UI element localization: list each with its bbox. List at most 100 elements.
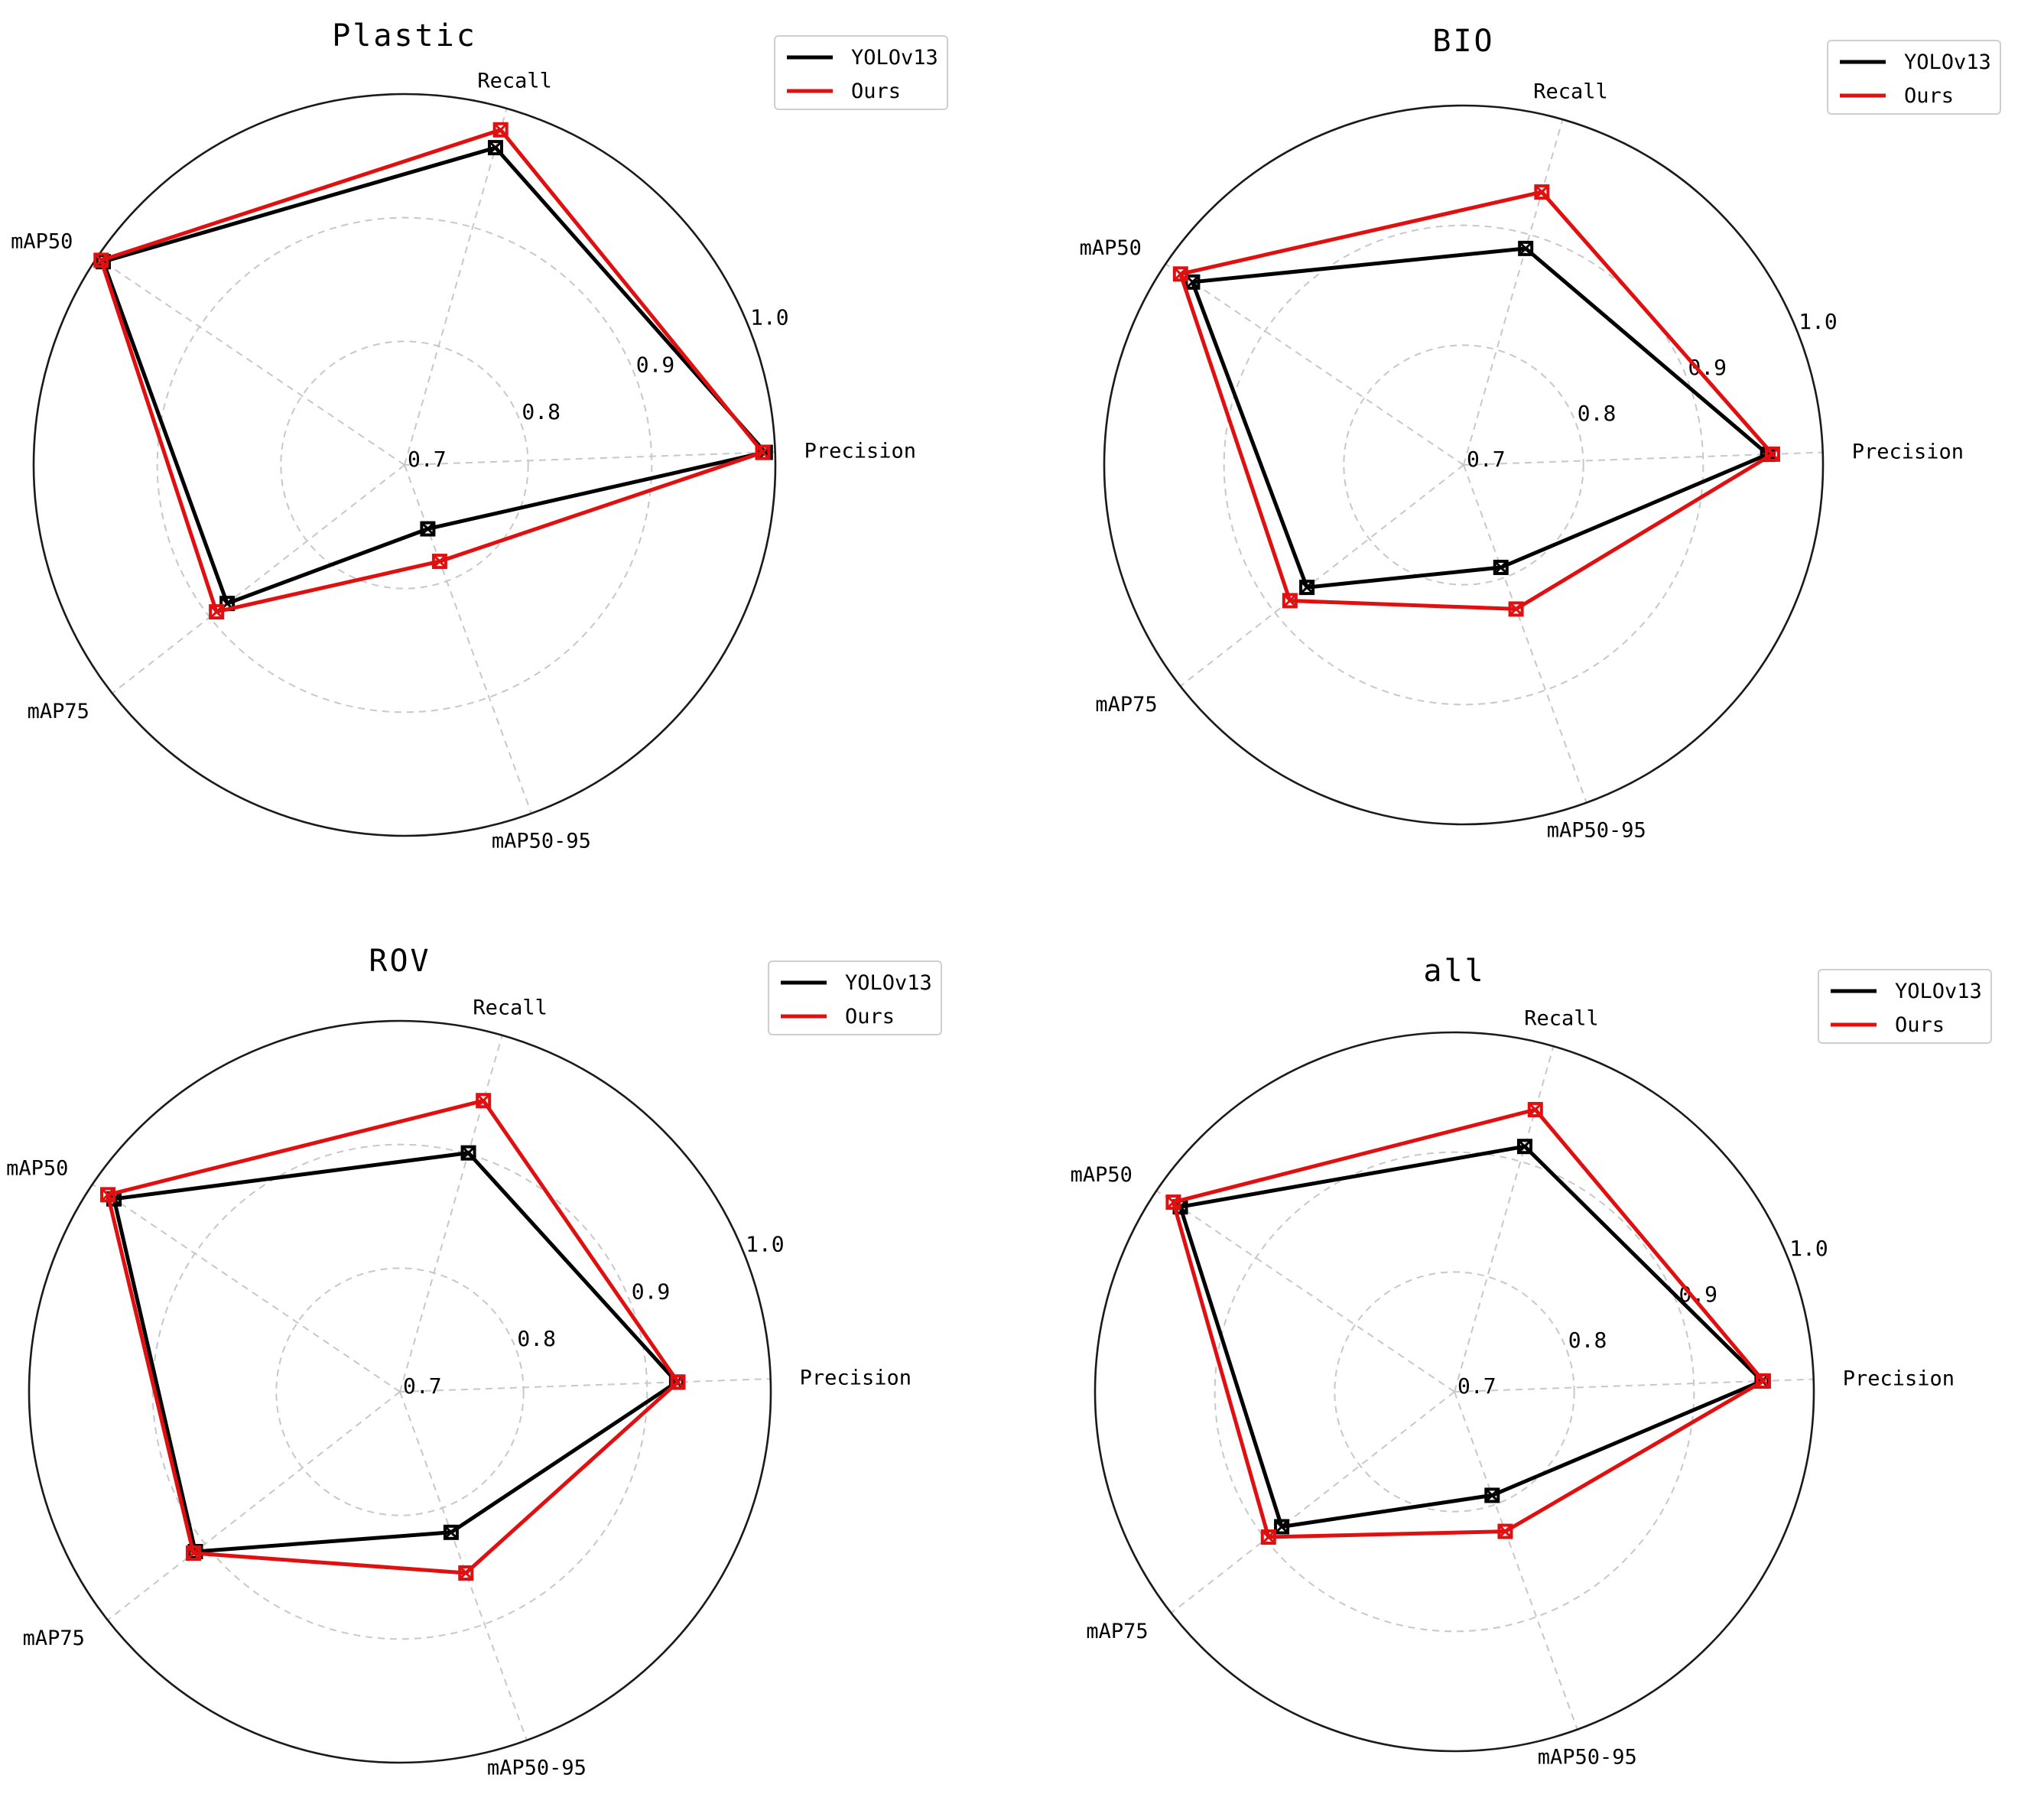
data-point-cross: [94, 253, 109, 268]
radial-tick-label: 0.8: [517, 1326, 556, 1351]
radial-tick-label: 0.7: [1467, 447, 1506, 472]
radial-tick-label: 0.7: [1457, 1373, 1496, 1399]
data-point-cross: [1261, 1529, 1275, 1545]
chart-title: ROV: [369, 944, 431, 979]
axis-label-map50: mAP50: [11, 230, 73, 254]
grid-spoke: [399, 1378, 771, 1393]
data-point-marker: [1165, 1194, 1181, 1211]
data-point-marker: [1282, 593, 1298, 609]
legend-label: Ours: [845, 1005, 895, 1029]
axis-label-recall: Recall: [1524, 1007, 1599, 1031]
data-point-cross: [421, 522, 435, 536]
data-point-marker: [1518, 240, 1534, 256]
data-point-marker: [1184, 274, 1201, 290]
grid-spoke: [1463, 119, 1564, 466]
data-point-cross: [1517, 1139, 1532, 1154]
axis-label-map50-95: mAP50-95: [1547, 818, 1646, 842]
data-point-marker: [1764, 446, 1780, 462]
legend: YOLOv13 Ours: [1818, 969, 1992, 1044]
polar-frame: [28, 1019, 772, 1764]
polar-frame: [32, 93, 777, 837]
grid-ring: [280, 340, 529, 590]
axis-label-map50-95: mAP50-95: [487, 1756, 587, 1779]
axis-label-precision: Precision: [1852, 440, 1964, 463]
data-point-marker: [1274, 1519, 1290, 1535]
data-point-marker: [670, 1374, 686, 1390]
data-point-marker: [1755, 1373, 1771, 1389]
radar-chart-1: 0.70.80.91.0PrecisionRecallmAP50mAP75mAP…: [1080, 24, 2001, 842]
data-point-marker: [1497, 1523, 1513, 1539]
data-point-marker: [492, 122, 509, 138]
axis-label-map50: mAP50: [1080, 236, 1142, 260]
data-point-cross: [1493, 560, 1508, 575]
data-point-marker: [460, 1145, 476, 1161]
data-point-marker: [1508, 601, 1524, 617]
chart-title: Plastic: [332, 18, 477, 54]
data-point-cross: [1535, 185, 1549, 200]
legend-label: YOLOv13: [851, 46, 938, 70]
data-point-cross: [1300, 580, 1314, 595]
legend-label: Ours: [851, 80, 901, 103]
radial-tick-label: 0.8: [1568, 1328, 1607, 1353]
grid-ring: [151, 1143, 648, 1640]
data-point-cross: [1282, 593, 1297, 608]
data-point-cross: [210, 605, 224, 619]
axis-label-map50-95: mAP50-95: [492, 829, 591, 853]
radial-tick-label: 0.9: [632, 1279, 671, 1304]
chart-title: BIO: [1432, 24, 1494, 59]
radial-tick-label: 0.7: [408, 447, 447, 472]
data-point-marker: [487, 140, 503, 156]
axis-label-precision: Precision: [1843, 1367, 1955, 1390]
grid-spoke: [96, 256, 405, 466]
radial-tick-label: 0.8: [1578, 401, 1617, 426]
data-point-marker: [420, 521, 436, 537]
axis-label-map75: mAP75: [28, 700, 89, 723]
data-point-marker: [458, 1565, 474, 1581]
axis-label-precision: Precision: [804, 440, 916, 463]
axis-label-recall: Recall: [473, 996, 548, 1019]
data-point-cross: [1528, 1102, 1542, 1117]
axis-label-map75: mAP75: [23, 1627, 85, 1650]
data-point-cross: [493, 122, 508, 137]
data-point-cross: [1185, 275, 1200, 289]
data-point-marker: [443, 1524, 459, 1540]
axis-label-map75: mAP75: [1086, 1620, 1148, 1643]
grid-ring: [275, 1267, 525, 1516]
data-point-cross: [671, 1375, 685, 1389]
series-line-1: [1171, 1107, 1766, 1539]
series-line-0: [101, 145, 768, 606]
data-point-marker: [185, 1545, 201, 1562]
data-point-marker: [1534, 184, 1550, 200]
grid-spoke: [1171, 1391, 1455, 1614]
data-point-cross: [1498, 1524, 1513, 1539]
legend-label: YOLOv13: [845, 971, 932, 995]
grid-ring: [1214, 1151, 1695, 1633]
data-point-cross: [432, 554, 447, 569]
axis-label-recall: Recall: [1533, 80, 1608, 104]
data-point-marker: [1516, 1139, 1532, 1155]
radial-tick-label: 1.0: [1799, 309, 1838, 334]
axis-label-map50-95: mAP50-95: [1538, 1745, 1637, 1769]
grid-spoke: [112, 464, 405, 694]
grid-spoke: [1454, 1378, 1814, 1393]
grid-spoke: [107, 1391, 401, 1621]
grid-ring: [1223, 224, 1704, 706]
legend: YOLOv13 Ours: [768, 960, 942, 1035]
radar-chart-3: 0.70.80.91.0PrecisionRecallmAP50mAP75mAP…: [1071, 954, 1992, 1769]
grid-spoke: [1165, 263, 1464, 466]
grid-ring: [1334, 1271, 1575, 1513]
data-point-cross: [476, 1094, 491, 1108]
legend-label: YOLOv13: [1895, 980, 1982, 1003]
data-point-cross: [186, 1545, 200, 1561]
data-point-cross: [459, 1565, 473, 1581]
data-point-cross: [1756, 1373, 1771, 1388]
data-point-marker: [93, 252, 109, 268]
radial-tick-label: 1.0: [750, 304, 789, 330]
data-point-cross: [488, 141, 503, 155]
data-point-cross: [1509, 602, 1523, 616]
legend-label: YOLOv13: [1904, 50, 1991, 74]
grid-spoke: [1180, 464, 1464, 687]
axis-label-recall: Recall: [477, 69, 552, 93]
data-point-marker: [1299, 580, 1315, 596]
